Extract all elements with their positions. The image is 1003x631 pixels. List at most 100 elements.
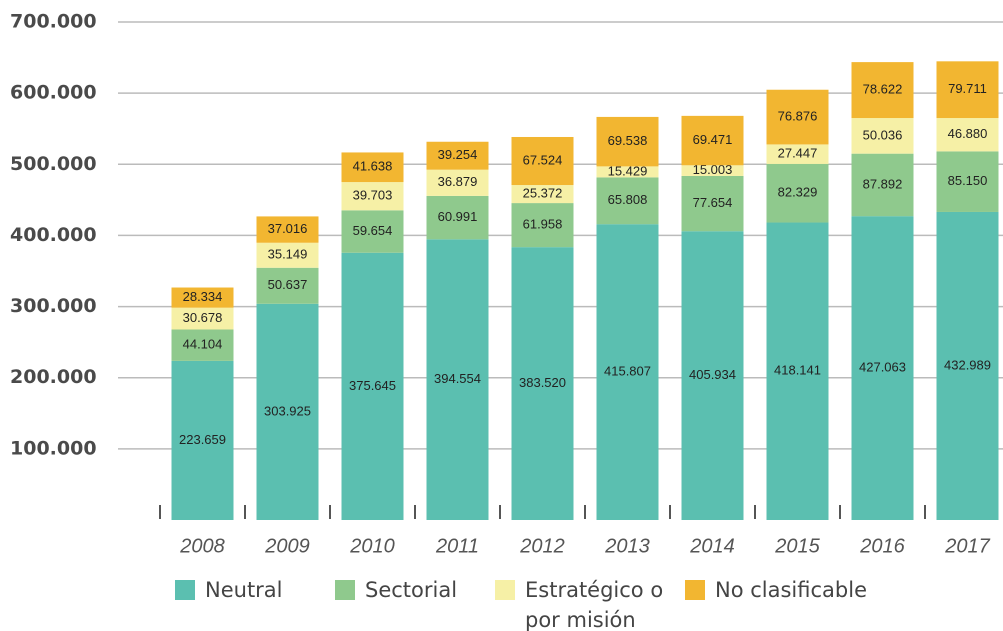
value-label: 432.989	[944, 357, 991, 372]
bar-segment	[426, 195, 489, 240]
x-tick-label: 2016	[859, 535, 905, 557]
y-tick-label: 700.000	[10, 11, 97, 33]
bar-segment	[171, 307, 234, 330]
y-tick-label: 100.000	[10, 437, 97, 459]
value-label: 15.003	[693, 162, 733, 177]
legend-label: Estratégico o por misión	[525, 578, 664, 631]
value-label: 27.447	[778, 146, 818, 161]
bar-segment	[256, 242, 319, 268]
value-label: 60.991	[438, 209, 478, 224]
y-tick-label: 500.000	[10, 153, 97, 175]
bar-segment	[511, 203, 574, 248]
value-label: 415.807	[604, 364, 651, 379]
x-tick-label: 2014	[689, 535, 735, 557]
value-label: 39.254	[438, 147, 478, 162]
bar-segment	[171, 329, 234, 361]
chart: 100.000 200.000 300.000 400.000 500.000 600.0…	[10, 11, 1003, 557]
value-label: 427.063	[859, 360, 906, 375]
value-label: 61.958	[523, 217, 563, 232]
x-tick-label: 2010	[349, 535, 395, 557]
bar-segment	[426, 239, 489, 520]
value-label: 303.925	[264, 403, 311, 418]
value-label: 418.141	[774, 363, 821, 378]
bar-segment	[936, 61, 999, 119]
bar-segment	[256, 267, 319, 304]
value-label: 46.880	[948, 126, 988, 141]
bar-segment	[596, 224, 659, 520]
value-label: 35.149	[268, 247, 308, 262]
legend-swatch	[175, 580, 195, 600]
bar-segment	[341, 252, 404, 520]
x-tick-label: 2012	[519, 535, 565, 557]
bar-segment	[426, 169, 489, 196]
value-label: 69.538	[608, 133, 648, 148]
bar-segment	[426, 141, 489, 170]
value-label: 79.711	[948, 81, 987, 96]
bar-segment	[766, 222, 829, 520]
legend-swatch	[495, 580, 515, 600]
y-tick-label: 300.000	[10, 295, 97, 317]
bar-segment	[851, 118, 914, 154]
y-tick-label: 400.000	[10, 224, 97, 246]
value-label: 65.808	[608, 192, 648, 207]
value-label: 76.876	[778, 109, 818, 124]
bar-segment	[341, 152, 404, 183]
value-label: 37.016	[268, 221, 308, 236]
bar-segment	[256, 303, 319, 520]
value-label: 78.622	[863, 82, 903, 97]
value-label: 82.329	[778, 185, 818, 200]
bar-segment	[766, 163, 829, 223]
value-label: 39.703	[353, 188, 393, 203]
bar-segment	[596, 166, 659, 178]
value-label: 41.638	[353, 159, 393, 174]
value-label: 36.879	[438, 174, 478, 189]
value-label: 85.150	[948, 173, 988, 188]
bar-segment	[341, 182, 404, 211]
value-label: 383.520	[519, 375, 566, 390]
bar-segment	[256, 216, 319, 243]
bar-segment	[851, 62, 914, 119]
value-label: 87.892	[863, 176, 903, 191]
legend-item: Sectorial	[335, 575, 457, 605]
bar-segment	[681, 115, 744, 166]
value-label: 50.637	[268, 277, 308, 292]
value-label: 28.334	[183, 289, 223, 304]
legend-label: No clasificable	[715, 578, 867, 602]
value-label: 405.934	[689, 367, 736, 382]
x-tick-label: 2013	[604, 535, 650, 557]
bar-segment	[936, 151, 999, 212]
bar-segment	[936, 211, 999, 520]
bar-segment	[766, 89, 829, 145]
x-tick-label: 2017	[944, 535, 990, 557]
value-label: 67.524	[523, 152, 563, 167]
value-label: 223.659	[179, 432, 226, 447]
bar-segment	[596, 116, 659, 167]
legend-item: Neutral	[175, 575, 283, 605]
bar-segment	[341, 210, 404, 253]
value-label: 30.678	[183, 310, 223, 325]
value-label: 77.654	[693, 195, 733, 210]
value-label: 44.104	[183, 337, 223, 352]
value-label: 50.036	[863, 127, 903, 142]
value-label: 69.471	[693, 132, 733, 147]
legend-label: Neutral	[205, 578, 283, 602]
bar-segment	[851, 216, 914, 521]
value-label: 59.654	[353, 223, 393, 238]
x-tick-label: 2008	[179, 535, 225, 557]
legend-swatch	[335, 580, 355, 600]
value-label: 375.645	[349, 378, 396, 393]
y-tick-label: 600.000	[10, 82, 97, 104]
y-tick-label: 200.000	[10, 366, 97, 388]
bar-segment	[681, 175, 744, 232]
bar-segment	[681, 165, 744, 176]
bar-segment	[511, 185, 574, 204]
legend-swatch	[685, 580, 705, 600]
value-label: 15.429	[608, 163, 648, 178]
bar-segment	[596, 177, 659, 225]
bar-segment	[171, 360, 234, 520]
bar-segment	[511, 136, 574, 186]
x-tick-label: 2015	[774, 535, 820, 557]
value-label: 25.372	[523, 185, 563, 200]
bar-segment	[766, 144, 829, 164]
